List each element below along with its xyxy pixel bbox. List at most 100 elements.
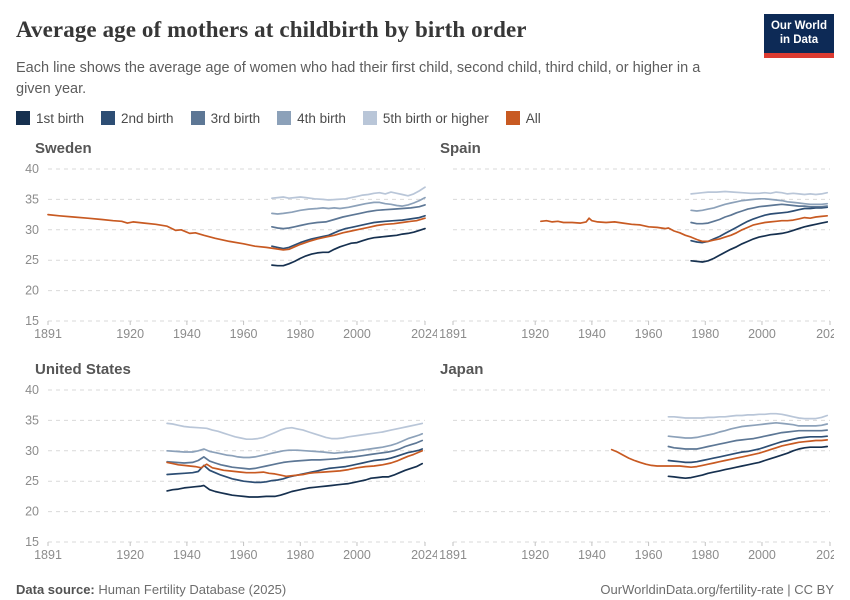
series-line-1st-birth: [667, 445, 829, 479]
y-tick-label: 40: [25, 383, 39, 397]
owid-logo[interactable]: Our World in Data: [763, 14, 834, 58]
series-line-all: [540, 214, 829, 242]
series-line-5th-birth-or-higher: [690, 190, 829, 195]
charts-grid: Sweden 15 20 25 30 35 40 1891 1920 1940 1960 1980 20…: [16, 139, 844, 569]
panel-title-spain: Spain: [440, 139, 481, 157]
legend-item-5th-birth-or-higher: 5th birth or higher: [362, 110, 489, 126]
legend-item-2nd-birth: 2nd birth: [101, 111, 174, 126]
panel-title-sweden: Sweden: [35, 139, 92, 157]
x-tick-label: 1920: [521, 327, 549, 341]
x-tick-label: 2000: [343, 548, 371, 562]
x-tick-label: 2000: [748, 548, 776, 562]
y-tick-label: 15: [25, 535, 39, 549]
series-line-1st-birth: [166, 462, 424, 498]
y-tick-label: 30: [25, 443, 39, 457]
data-source-label: Data source:: [16, 581, 95, 597]
series-line-2nd-birth: [667, 434, 829, 463]
legend-swatch: [505, 111, 520, 126]
series-line-3rd-birth: [690, 203, 829, 225]
x-tick-label: 1891: [439, 327, 467, 341]
chart-panel-sweden: Sweden 15 20 25 30 35 40 1891 1920 1940 1960 1980 20…: [16, 139, 439, 348]
x-tick-label: 2000: [343, 327, 371, 341]
united-states-plot: 15 20 25 30 35 40 1891 1920 1940 1960 1980 2000 2024: [25, 383, 439, 562]
x-tick-label: 1960: [635, 327, 663, 341]
y-tick-label: 25: [25, 474, 39, 488]
series-line-3rd-birth: [166, 439, 424, 470]
series-line-2nd-birth: [690, 206, 829, 244]
y-tick-label: 25: [25, 253, 39, 267]
x-tick-label: 1960: [230, 548, 258, 562]
x-tick-label: 1980: [691, 548, 719, 562]
x-tick-label: 1891: [439, 548, 467, 562]
x-tick-label: 1940: [578, 327, 606, 341]
chart-panel-united-states: United States 15 20 25 30 35 40 1891 1920 1940 196…: [16, 360, 439, 569]
x-tick-label: 1891: [34, 327, 62, 341]
series-line-5th-birth-or-higher: [271, 185, 426, 201]
legend-label: 4th birth: [297, 110, 346, 126]
chart-footer: Data source: Human Fertility Database (2…: [16, 582, 834, 597]
series-line-1st-birth: [690, 220, 829, 263]
legend-item-4th-birth: 4th birth: [277, 111, 346, 126]
owid-logo-line2: in Data: [779, 33, 819, 46]
owid-license-link[interactable]: OurWorldinData.org/fertility-rate | CC B…: [600, 581, 834, 597]
legend-swatch: [16, 111, 30, 126]
spain-plot: 1891 1920 1940 1960 1980 2000 2024: [439, 168, 844, 341]
series-line-5th-birth-or-higher: [667, 412, 829, 420]
x-tick-label: 1960: [230, 327, 258, 341]
series-line-all: [610, 438, 829, 468]
x-tick-label: 1980: [286, 327, 314, 341]
legend-item-1st-birth: 1st birth: [16, 111, 84, 126]
y-tick-label: 30: [25, 222, 39, 236]
series-line-4th-birth: [166, 432, 424, 458]
legend-label: All: [525, 110, 541, 126]
legend-label: 1st birth: [36, 110, 85, 126]
legend: 1st birth 2nd birth 3rd birth 4th birth 5th …: [16, 111, 834, 126]
x-tick-label: 1940: [173, 327, 201, 341]
chart-header: Average age of mothers at childbirth by …: [16, 14, 834, 126]
data-source-value: Human Fertility Database (2025): [98, 581, 287, 597]
series-line-3rd-birth: [667, 428, 829, 450]
x-tick-label: 2024: [816, 327, 834, 341]
page-title: Average age of mothers at childbirth by …: [16, 17, 527, 42]
x-tick-label: 1980: [286, 548, 314, 562]
y-tick-label: 40: [25, 162, 39, 176]
legend-swatch: [101, 111, 116, 126]
x-tick-label: 1920: [521, 548, 549, 562]
x-tick-label: 2000: [748, 327, 776, 341]
sweden-plot: 15 20 25 30 35 40 1891 1920 1940 1960 1980 2000 2024: [25, 162, 439, 341]
legend-label: 2nd birth: [121, 110, 174, 126]
chart-subtitle: Each line shows the average age of women…: [16, 59, 701, 97]
japan-plot: 1891 1920 1940 1960 1980 2000 2024: [439, 389, 844, 562]
x-tick-label: 1960: [635, 548, 663, 562]
y-tick-label: 20: [25, 283, 39, 297]
series-line-4th-birth: [271, 196, 426, 215]
legend-swatch: [362, 111, 377, 126]
x-tick-label: 1920: [116, 327, 144, 341]
series-line-all: [47, 213, 426, 251]
y-tick-label: 15: [25, 314, 39, 328]
x-tick-label: 2024: [816, 548, 834, 562]
legend-label: 5th birth or higher: [382, 110, 489, 126]
x-tick-label: 1940: [578, 548, 606, 562]
y-tick-label: 20: [25, 504, 39, 518]
series-line-all: [166, 449, 424, 477]
series-line-5th-birth-or-higher: [166, 422, 424, 440]
chart-panel-japan: Japan 1891 1920 1940 1960 1980 2000 2024: [437, 360, 844, 569]
legend-swatch: [190, 111, 205, 126]
panel-title-united-states: United States: [35, 360, 131, 378]
chart-panel-spain: Spain 1891 1920 1940 1960 1980 2000 2024: [437, 139, 844, 348]
x-tick-label: 1891: [34, 548, 62, 562]
x-tick-label: 1980: [691, 327, 719, 341]
x-tick-label: 2024: [411, 327, 437, 341]
data-source: Data source: Human Fertility Database (2…: [16, 582, 286, 597]
series-line-4th-birth: [667, 421, 829, 439]
panel-title-japan: Japan: [440, 360, 484, 378]
series-line-2nd-birth: [271, 214, 426, 250]
series-line-1st-birth: [271, 227, 426, 267]
x-tick-label: 2024: [411, 548, 437, 562]
legend-item-3rd-birth: 3rd birth: [190, 110, 261, 126]
legend-item-all: All: [505, 110, 541, 126]
legend-swatch: [277, 111, 292, 126]
legend-label: 3rd birth: [210, 110, 261, 126]
